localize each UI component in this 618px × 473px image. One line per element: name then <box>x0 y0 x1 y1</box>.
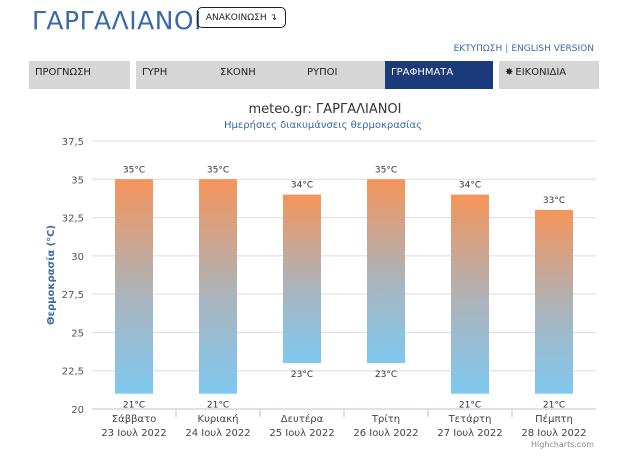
x-date-label: 25 Ιουλ 2022 <box>269 428 334 439</box>
y-tick-label: 37,5 <box>62 137 84 148</box>
tab-label: ΡΥΠΟΙ <box>307 67 338 78</box>
tab-bar: ΠΡΟΓΝΩΣΗ ΓΥΡΗ ΣΚΟΝΗ ΡΥΠΟΙ ΓΡΑΦΗΜΑΤΑ ✸ ΕΙΚ… <box>29 61 599 89</box>
announce-button[interactable]: ΑΝΑΚΟΙΝΩΣΗ ↴ <box>197 7 286 28</box>
x-date-label: 23 Ιουλ 2022 <box>101 428 166 439</box>
y-tick-label: 22,5 <box>62 367 84 378</box>
tab-label: ΓΥΡΗ <box>142 67 168 78</box>
x-date-label: 27 Ιουλ 2022 <box>437 428 502 439</box>
tab-label: ΠΡΟΓΝΩΣΗ <box>35 67 91 78</box>
low-label: 21°C <box>123 401 145 411</box>
low-label: 23°C <box>291 370 313 380</box>
bar-series: 35°C 21°C 35°C 21°C 34°C 23°C 35°C 23°C 34°C 21°C… <box>115 165 573 411</box>
chart-subtitle: Ημερήσιες διακυμάνσεις θερμοκρασίας <box>224 119 422 131</box>
high-label: 35°C <box>207 165 229 175</box>
low-label: 21°C <box>207 401 229 411</box>
y-tick-label: 20 <box>71 405 84 416</box>
high-label: 35°C <box>123 165 145 175</box>
high-label: 33°C <box>543 196 565 206</box>
y-tick-label: 25 <box>71 328 84 339</box>
x-day-label: Τρίτη <box>371 413 400 425</box>
tab-label: ΣΚΟΝΗ <box>220 67 256 78</box>
low-label: 21°C <box>459 401 481 411</box>
temperature-bar[interactable] <box>199 179 237 394</box>
grid-lines <box>92 140 596 410</box>
y-tick-label: 32,5 <box>62 214 84 225</box>
low-label: 21°C <box>543 401 565 411</box>
gear-icon: ✸ <box>505 67 514 78</box>
temperature-bar[interactable] <box>283 194 321 364</box>
print-link[interactable]: ΕΚΤΥΠΩΣΗ <box>453 44 503 54</box>
tab-label: ΕΙΚΟΝΙΔΙΑ <box>515 67 567 78</box>
x-tick-labels: Σάββατο 23 Ιουλ 2022 Κυριακή 24 Ιουλ 2022 Δε… <box>101 409 587 439</box>
chart-title: meteo.gr: ΓΑΡΓΑΛΙΑΝΟΙ <box>248 102 401 117</box>
x-day-label: Τετάρτη <box>448 413 492 425</box>
y-tick-labels: 20 22,5 25 27,5 30 32,5 35 37,5 <box>62 137 84 416</box>
high-label: 35°C <box>375 165 397 175</box>
x-date-label: 28 Ιουλ 2022 <box>521 428 586 439</box>
y-axis-label: Θερμοκρασία (°C) <box>45 225 57 325</box>
top-links: ΕΚΤΥΠΩΣΗ | ENGLISH VERSION <box>454 44 594 54</box>
tab-label: ΓΡΑΦΗΜΑΤΑ <box>391 67 454 78</box>
high-label: 34°C <box>291 181 313 191</box>
x-day-label: Πέμπτη <box>535 413 573 425</box>
link-separator: | <box>505 44 509 54</box>
x-day-label: Κυριακή <box>198 413 239 425</box>
y-tick-label: 35 <box>71 175 84 186</box>
announce-label: ΑΝΑΚΟΙΝΩΣΗ <box>205 12 267 23</box>
temperature-bar[interactable] <box>451 194 489 394</box>
tab-icons[interactable]: ✸ ΕΙΚΟΝΙΔΙΑ <box>499 61 599 89</box>
x-date-label: 26 Ιουλ 2022 <box>353 428 418 439</box>
temperature-bar[interactable] <box>535 209 573 394</box>
arrow-icon: ↴ <box>269 12 278 23</box>
temperature-bar[interactable] <box>115 179 153 394</box>
low-label: 23°C <box>375 370 397 380</box>
x-date-label: 24 Ιουλ 2022 <box>185 428 250 439</box>
temperature-bar[interactable] <box>367 179 405 364</box>
page-title: ΓΑΡΓΑΛΙΑΝΟΙ <box>32 6 202 35</box>
y-tick-label: 30 <box>71 252 84 263</box>
high-label: 34°C <box>459 181 481 191</box>
x-day-label: Δευτέρα <box>281 413 324 425</box>
y-tick-label: 27,5 <box>62 290 84 301</box>
english-version-link[interactable]: ENGLISH VERSION <box>511 44 594 54</box>
tab-forecast[interactable]: ΠΡΟΓΝΩΣΗ <box>29 61 130 89</box>
x-day-label: Σάββατο <box>112 413 156 425</box>
credits[interactable]: Highcharts.com <box>531 440 594 449</box>
tab-charts[interactable]: ΓΡΑΦΗΜΑΤΑ <box>385 61 493 89</box>
